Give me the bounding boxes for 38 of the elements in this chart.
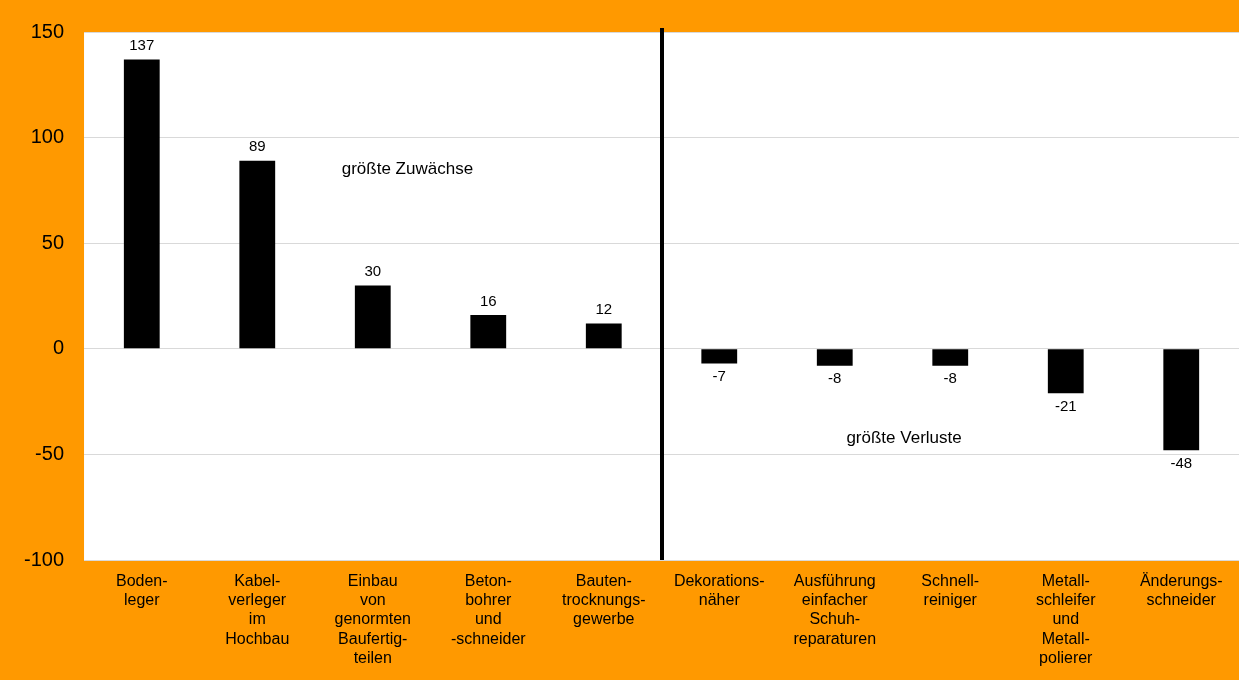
bar <box>701 349 738 364</box>
data-label: -7 <box>712 367 726 385</box>
data-label: 137 <box>129 36 155 54</box>
data-label: -8 <box>943 369 957 387</box>
x-tick-label: Metall- schleifer und Metall- polierer <box>1035 572 1097 666</box>
data-label: 12 <box>595 300 613 318</box>
bar <box>123 59 160 349</box>
x-tick-label: Einbau von genormten Baufertig- teilen <box>334 572 412 666</box>
y-tick-label: 0 <box>52 336 65 359</box>
x-tick-label: Bauten- trocknungs- gewerbe <box>561 572 646 628</box>
data-label: -8 <box>828 369 842 387</box>
x-tick-label: Ausführung einfacher Schuh- reparaturen <box>793 572 877 647</box>
y-tick-label: -50 <box>35 441 65 464</box>
y-tick-label: 150 <box>30 19 65 42</box>
x-tick-label: Dekorations- näher <box>673 572 765 609</box>
y-tick-label: 100 <box>30 125 65 148</box>
y-tick-label: 50 <box>41 230 65 253</box>
x-tick-label: Boden- leger <box>115 572 168 609</box>
bar <box>1163 349 1200 451</box>
annotation: größte Verluste <box>846 428 962 448</box>
data-label: 89 <box>248 137 266 155</box>
bar <box>1047 349 1084 394</box>
x-tick-label: Beton- bohrer und -schneider <box>450 572 527 647</box>
data-label: 30 <box>364 262 382 280</box>
bar <box>932 349 969 366</box>
x-tick-label: Änderungs- schneider <box>1139 572 1223 609</box>
x-tick-label: Schnell- reiniger <box>921 572 980 609</box>
data-label: -48 <box>1170 453 1193 471</box>
bar <box>816 349 853 366</box>
annotation: größte Zuwächse <box>341 158 474 178</box>
bar <box>470 315 507 349</box>
bar <box>239 160 276 349</box>
y-tick-label: -100 <box>24 547 65 570</box>
data-label: -21 <box>1054 396 1077 414</box>
data-label: 16 <box>479 291 497 309</box>
bar <box>585 323 622 349</box>
bar <box>354 285 391 349</box>
x-tick-label: Kabel- verleger im Hochbau <box>225 572 290 647</box>
